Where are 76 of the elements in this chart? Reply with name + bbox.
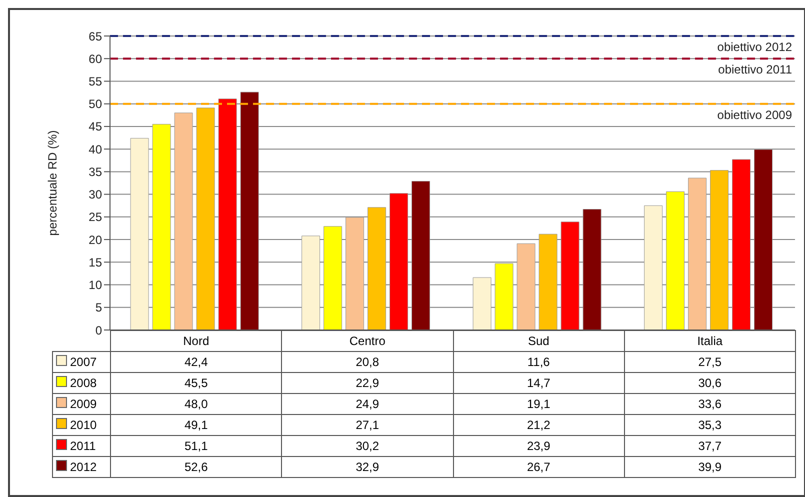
data-label: 22,9 — [282, 372, 453, 394]
bar — [196, 108, 215, 330]
bar — [666, 191, 685, 330]
data-label: 19,1 — [453, 394, 624, 414]
data-label: 35,3 — [624, 414, 796, 436]
bar — [218, 98, 237, 330]
data-label: 33,6 — [624, 394, 796, 414]
y-tick-label: 55 — [88, 74, 102, 88]
y-tick-label: 40 — [88, 142, 102, 156]
y-tick-label: 50 — [88, 97, 102, 112]
data-label: 32,9 — [282, 456, 453, 478]
y-tick-label: 10 — [88, 278, 102, 292]
y-tick-label: 0 — [95, 323, 102, 338]
ref-line-label: obiettivo 2009 — [717, 108, 792, 122]
x-tick-label: Sud — [453, 330, 624, 352]
data-label: 11,6 — [453, 352, 624, 372]
ref-line-label: obiettivo 2012 — [717, 40, 792, 54]
bar — [710, 170, 729, 330]
bar — [516, 243, 536, 330]
bar — [240, 92, 259, 330]
data-label: 20,8 — [282, 352, 453, 372]
data-label: 42,4 — [110, 352, 282, 372]
x-tick-label: Centro — [282, 330, 453, 352]
x-tick-label: Italia — [624, 330, 796, 352]
y-tick-label: 45 — [88, 120, 102, 134]
data-label: 51,1 — [110, 436, 282, 456]
bar — [174, 112, 193, 330]
legend-label: 2009 — [52, 394, 110, 414]
bar — [346, 217, 364, 330]
data-label: 21,2 — [453, 414, 624, 436]
bar — [324, 226, 342, 330]
legend-label: 2007 — [52, 352, 110, 372]
bar — [494, 263, 514, 330]
data-label: 37,7 — [624, 436, 796, 456]
bar — [390, 193, 408, 330]
bar — [688, 178, 707, 330]
bar — [302, 236, 320, 330]
data-label: 23,9 — [453, 436, 624, 456]
data-label: 30,2 — [282, 436, 453, 456]
y-tick-label: 5 — [95, 300, 102, 315]
bar — [754, 149, 773, 330]
legend-label: 2008 — [52, 372, 110, 394]
bar — [368, 207, 386, 330]
legend-label: 2011 — [52, 436, 110, 456]
data-label: 45,5 — [110, 372, 282, 394]
y-tick-label: 20 — [88, 232, 102, 247]
bar — [732, 159, 751, 330]
bar — [130, 138, 149, 330]
y-tick-label: 30 — [88, 188, 102, 202]
data-label: 30,6 — [624, 372, 796, 394]
y-tick-label: 60 — [88, 52, 102, 66]
data-label: 24,9 — [282, 394, 453, 414]
bar — [560, 222, 580, 330]
data-label: 48,0 — [110, 394, 282, 414]
data-label: 26,7 — [453, 456, 624, 478]
bar — [152, 124, 171, 330]
data-label: 14,7 — [453, 372, 624, 394]
y-tick-label: 65 — [88, 29, 102, 44]
x-tick-label: Nord — [110, 330, 282, 352]
y-tick-label: 15 — [88, 255, 102, 270]
data-label: 49,1 — [110, 414, 282, 436]
bar — [644, 205, 663, 330]
ref-line-label: obiettivo 2011 — [718, 62, 792, 77]
bar — [538, 234, 558, 330]
y-tick-label: 35 — [88, 164, 102, 179]
data-label: 27,5 — [624, 352, 796, 372]
y-axis-title: percentuale RD (%) — [45, 130, 60, 236]
bar — [582, 208, 602, 330]
y-tick-label: 25 — [88, 210, 102, 224]
data-label: 52,6 — [110, 456, 282, 478]
data-label: 27,1 — [282, 414, 453, 436]
legend-label: 2012 — [52, 456, 110, 478]
bar — [412, 180, 430, 330]
bar — [472, 277, 492, 330]
legend-label: 2010 — [52, 414, 110, 436]
data-label: 39,9 — [624, 456, 796, 478]
